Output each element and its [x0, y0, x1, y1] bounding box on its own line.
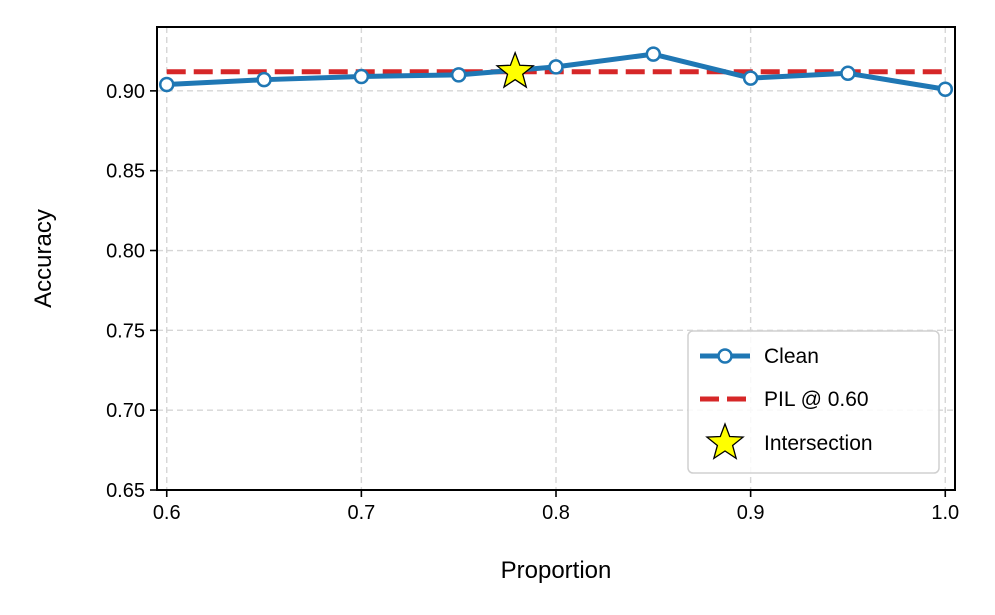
- legend-box: [687, 330, 940, 474]
- y-tick-label-3: 0.80: [106, 241, 145, 263]
- legend-item-pil: PIL @ 0.60: [700, 388, 869, 411]
- intersection-star: [495, 50, 535, 89]
- legend-star-marker: [705, 422, 745, 460]
- y-tick-label-0: 0.65: [106, 480, 145, 502]
- y-axis-title: Accuracy: [30, 209, 57, 308]
- clean-point-2: [353, 68, 370, 85]
- x-axis-title: Proportion: [501, 557, 612, 584]
- clean-series: [158, 46, 954, 98]
- x-tick-label-1: 0.7: [347, 502, 375, 524]
- legend-clean-marker: [717, 348, 733, 364]
- legend-label-clean: Clean: [764, 345, 819, 368]
- clean-point-0: [158, 76, 175, 93]
- clean-point-3: [450, 67, 467, 83]
- y-tick-label-5: 0.90: [106, 81, 145, 103]
- y-tick-label-2: 0.75: [106, 320, 145, 342]
- clean-point-6: [742, 70, 759, 86]
- x-tick-label-0: 0.6: [153, 502, 181, 524]
- x-tick-label-2: 0.8: [542, 502, 570, 524]
- legend: Clean PIL @ 0.60 Intersection: [687, 330, 940, 474]
- clean-point-5: [645, 46, 662, 62]
- x-tick-label-3: 0.9: [737, 502, 765, 524]
- legend-label-intersection: Intersection: [764, 432, 873, 455]
- y-tick-label-4: 0.85: [106, 161, 145, 183]
- clean-point-7: [840, 65, 856, 82]
- clean-point-8: [937, 81, 954, 98]
- axis-ticks: 0.6 0.7 0.8 0.9 1.0 0.65 0.70 0.75 0.80 0.85 0.90: [106, 81, 959, 524]
- clean-point-4: [548, 59, 564, 75]
- legend-item-intersection: Intersection: [705, 422, 873, 460]
- y-tick-label-1: 0.70: [106, 400, 145, 422]
- intersection-series: [495, 50, 535, 89]
- legend-item-clean: Clean: [700, 345, 819, 368]
- x-tick-label-4: 1.0: [931, 502, 959, 524]
- clean-point-1: [256, 71, 272, 88]
- legend-label-pil: PIL @ 0.60: [764, 388, 869, 411]
